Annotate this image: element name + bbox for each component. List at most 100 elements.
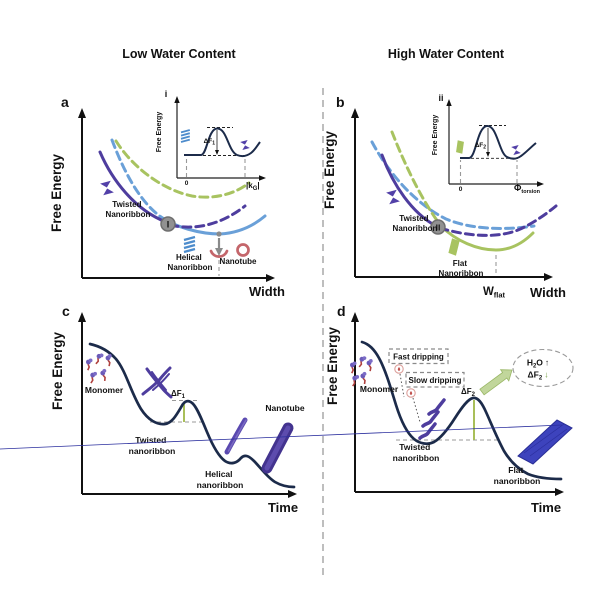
helical-label-a-2: Nanoribbon [168,263,213,272]
inset-i-label: i [165,89,168,99]
flat-label-d: Flat nanoribbon [494,465,541,486]
inset-ii-df-label: ΔF2 [475,142,487,151]
marker-I: I [160,216,176,232]
inset-i-xaxis-arrow [259,175,266,181]
panel-a-label: a [61,94,69,110]
flat-nanoribbon-icon-inset-ii [455,140,465,154]
twisted-label-c: Twisted nanoribbon [129,435,176,456]
slow-droplet-connector [412,397,421,423]
twisted-label-a-2: Nanoribbon [106,210,151,219]
marker-II: II [430,219,446,235]
helical-label-a-1: Helical [176,253,202,262]
fast-droplet-connector [399,373,405,398]
marker-I-text: I [167,220,170,230]
inset-i-df-main: ΔF [204,138,213,145]
panel-c-label: c [62,303,70,319]
panel-d-xaxis-arrow [555,488,564,496]
wflat-sub: flat [494,291,506,300]
inset-i-yaxis-label: Free Energy [156,112,163,153]
inset-i-df-arrowhead [215,150,219,155]
inset-i-x-sub: G [253,186,258,192]
nanotube-open-icon [209,249,229,258]
inset-ii-curve [460,125,537,160]
bubble-df2-sub: 2 [539,375,543,381]
twisted-label-c-1: Twisted [135,435,166,445]
bubble-df2-main: ΔF [528,370,539,380]
panel-c-xaxis-label: Time [268,500,298,515]
fast-dripping-box [388,348,449,365]
wflat-tick-label: Wflat [483,286,506,300]
panel-d-xaxis-label: Time [531,500,561,515]
flat-label-b-1: Flat [453,259,468,268]
monomer-label-c: Monomer [85,385,124,395]
helical-label-c-1: Helical [205,469,232,479]
inset-ii-df-sub: 2 [483,145,486,151]
nanotube-ring-icon [236,243,250,257]
monomer-icons-d [349,354,376,388]
df2-main-d: ΔF [461,387,472,396]
df1-sub-c: 1 [182,394,186,400]
fast-droplet-icon [394,364,404,374]
fast-dripping-label: Fast dripping [393,353,444,362]
panel-a-xaxis-arrow [266,274,275,282]
inset-i: i Free Energy ΔF1 0 |kG| [156,89,266,192]
panel-b-yaxis-arrow [351,108,359,118]
twisted-nanoribbon-icon-a [100,180,114,196]
twisted-nanoribbon-icon-inset-i [240,139,250,151]
inset-ii-xaxis-arrow [537,181,544,187]
helical-nanoribbon-icon-c [224,417,248,455]
panel-c: c Free Energy Time ΔF1 Monomer Tw [50,303,305,515]
df1-label-c: ΔF1 [171,389,186,400]
inset-i-yaxis-arrow [174,96,180,103]
df2-sub-d: 2 [472,392,476,398]
panel-c-xaxis-arrow [288,490,297,498]
blue-dashed-curve-a [110,138,163,219]
panel-a-yaxis-arrow [78,108,86,118]
panel-a-yaxis-label: Free Energy [49,153,64,232]
panel-c-yaxis-arrow [78,312,86,322]
bubble-h2o-line: H2O ↑ [527,358,549,370]
panel-d-label: d [337,303,346,319]
bubble-up-arrow: ↑ [545,358,549,368]
helical-label-c-2: nanoribbon [197,480,244,490]
twisted-nanoribbon-icon-c [141,366,173,399]
twisted-label-b-1: Twisted [399,214,428,223]
inset-i-df-sub: 1 [212,141,215,147]
panel-d: d Free Energy Time ΔF2 Monomer Fast drip… [0,303,574,515]
nanotube-label-a: Nanotube [220,257,257,266]
transition-dot-a [216,231,222,237]
header-low-water: Low Water Content [122,47,236,61]
helical-nanoribbon-icon-inset-i [180,129,191,143]
inset-i-df-label: ΔF1 [204,138,216,147]
inset-i-x-post: | [257,181,259,190]
slow-droplet-icon [406,388,416,398]
water-release-arrow [479,369,513,396]
inset-i-x-pre: |k [246,181,253,190]
flat-label-d-1: Flat [508,465,523,475]
flat-label-d-2: nanoribbon [494,476,541,486]
bubble-down-arrow: ↓ [544,370,548,380]
panel-b-xaxis-label: Width [530,285,566,300]
purple-dashed-curve-a [168,204,247,229]
twisted-nanoribbon-icon-d [418,398,446,440]
inset-i-zero: 0 [185,180,189,187]
inset-ii-x-sub: torsion [521,189,540,195]
header-high-water: High Water Content [388,47,505,61]
df1-main-c: ΔF [171,389,182,398]
twisted-label-d-1: Twisted [399,442,430,452]
flat-solid-curve-b [439,224,535,252]
inset-ii-x-main: Φ [514,183,522,193]
twisted-nanoribbon-icon-inset-ii [511,144,521,156]
inset-ii: ii Free Energy ΔF2 0 Φtorsion [432,93,544,195]
inset-ii-label: ii [438,93,443,103]
twisted-label-c-2: nanoribbon [129,446,176,456]
energy-curve-d [360,340,563,481]
helical-label-c: Helical nanoribbon [197,469,244,490]
inset-i-curve [184,127,261,158]
slow-dripping-box [405,371,465,388]
twisted-solid-curve-b [380,153,438,228]
panel-a: a Free Energy Width I Twisted Nanoribbon… [49,89,285,299]
twisted-label-d: Twisted nanoribbon [393,442,440,463]
marker-II-text: II [436,223,441,233]
